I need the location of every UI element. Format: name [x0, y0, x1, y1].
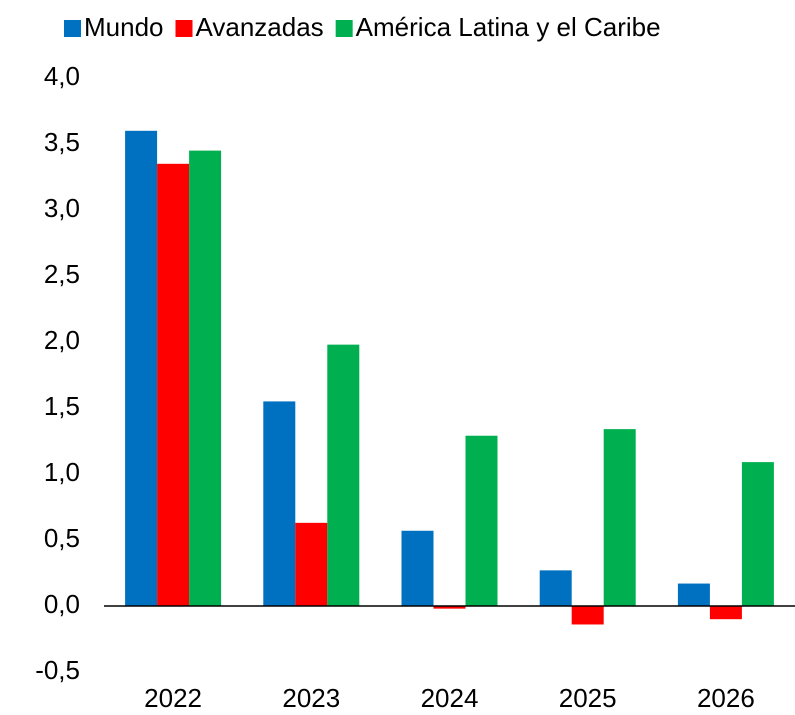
- bar: [189, 150, 222, 606]
- y-tick-label: 1,0: [44, 457, 80, 487]
- legend-label: América Latina y el Caribe: [356, 12, 661, 42]
- bar: [741, 462, 774, 606]
- x-tick-label: 2025: [559, 683, 617, 713]
- bar: [709, 606, 742, 620]
- y-tick-label: 3,5: [44, 127, 80, 157]
- y-tick-label: 2,0: [44, 325, 80, 355]
- legend-swatch: [335, 20, 353, 37]
- bar: [263, 401, 296, 606]
- bar: [539, 570, 572, 606]
- y-tick-label: -0,5: [35, 655, 80, 685]
- bar: [157, 163, 190, 607]
- y-tick-label: 3,0: [44, 193, 80, 223]
- legend-label: Avanzadas: [196, 12, 324, 42]
- x-tick-label: 2023: [282, 683, 340, 713]
- bar: [571, 606, 604, 625]
- x-tick-label: 2022: [144, 683, 202, 713]
- y-tick-label: 4,0: [44, 61, 80, 91]
- y-tick-label: 2,5: [44, 259, 80, 289]
- bar: [401, 530, 434, 606]
- bar: [327, 344, 360, 606]
- y-tick-label: 1,5: [44, 391, 80, 421]
- y-tick-label: 0,5: [44, 523, 80, 553]
- bar: [465, 435, 498, 606]
- x-tick-label: 2026: [697, 683, 755, 713]
- bar: [677, 583, 710, 606]
- x-tick-label: 2024: [421, 683, 479, 713]
- bar: [125, 130, 158, 607]
- legend-swatch: [64, 20, 81, 37]
- bar: [433, 606, 466, 609]
- legend-label: Mundo: [84, 12, 164, 42]
- y-tick-label: 0,0: [44, 589, 80, 619]
- bar: [295, 522, 328, 606]
- legend-swatch: [175, 20, 193, 37]
- bar: [603, 429, 636, 606]
